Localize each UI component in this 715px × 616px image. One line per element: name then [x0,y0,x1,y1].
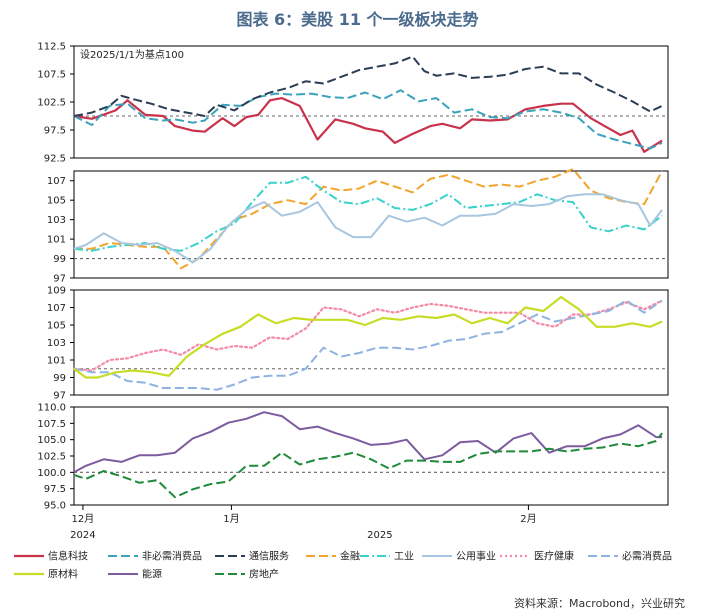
legend-item-必需消费品: 必需消费品 [588,550,672,563]
legend-item-通信服务: 通信服务 [215,550,289,563]
figure-title: 图表 6：美股 11 个一级板块走势 [236,10,479,29]
panel-2: 97 99 101 103 105 107 [47,168,669,285]
legend-label: 能源 [142,568,162,581]
series-line-金融 [74,168,663,270]
chart-note: 设2025/1/1为基点100 [80,48,184,61]
panel-4: 95.0 97.5 100.0 102.5 105.0 107.5 110.0 [37,403,669,512]
legend-item-工业: 工业 [360,551,414,563]
y-tick-label: 101 [47,235,66,246]
panel-frame [73,45,669,159]
y-tick-label: 109 [47,286,66,297]
legend-label: 信息科技 [48,550,88,563]
x-year-label: 2024 [70,530,95,541]
y-tick-label: 100.0 [37,468,66,479]
legend-label: 原材料 [48,568,78,581]
panel-frame [73,289,669,396]
series-line-公用事业 [73,193,663,264]
legend-item-公用事业: 公用事业 [422,550,496,563]
y-tick-label: 107.5 [37,70,66,81]
series-line-房地产 [73,432,663,499]
series-line-必需消费品 [73,299,663,391]
y-tick-label: 103 [47,215,66,226]
y-tick-label: 99 [53,254,66,265]
x-year-label: 2025 [367,530,392,541]
y-tick-label: 99 [53,373,66,384]
series-line-能源 [73,411,663,474]
series-line-工业 [73,175,663,252]
series-line-原材料 [73,295,663,379]
y-tick-label: 97 [53,274,66,285]
y-tick-label: 102.5 [37,452,66,463]
panel-frame [73,170,669,279]
x-tick-label: 2月 [520,513,536,525]
y-tick-label: 107.5 [37,419,66,430]
y-tick-label: 103 [47,338,66,349]
legend-item-医疗健康: 医疗健康 [500,550,574,563]
series-line-信息科技 [73,96,663,153]
legend-label: 非必需消费品 [142,550,202,563]
legend-label: 必需消费品 [622,550,672,563]
y-tick-label: 105 [47,321,66,332]
y-tick-label: 92.5 [44,154,66,165]
panel-1: 92.5 97.5 102.5 107.5 112.5 设2025/1/1为基点100 [37,42,669,165]
y-tick-label: 107 [47,176,66,187]
legend-label: 工业 [394,551,414,563]
y-tick-label: 101 [47,356,66,367]
legend-item-原材料: 原材料 [14,568,78,581]
y-tick-label: 110.0 [37,403,66,414]
legend-label: 公用事业 [456,550,496,563]
legend-label: 房地产 [249,568,279,581]
y-tick-label: 112.5 [37,42,66,53]
y-tick-label: 95.0 [44,501,66,512]
legend-label: 金融 [340,550,360,563]
legend-item-金融: 金融 [306,550,360,563]
y-tick-label: 105 [47,196,66,207]
series-line-医疗健康 [72,299,664,372]
y-tick-label: 105.0 [37,435,66,446]
legend-item-房地产: 房地产 [215,568,279,581]
legend-item-非必需消费品: 非必需消费品 [108,550,202,563]
x-tick-label: 12月 [72,513,95,525]
source-note: 资料来源：Macrobond，兴业研究 [514,597,685,610]
legend-label: 通信服务 [249,550,289,563]
y-tick-label: 97.5 [44,126,66,137]
y-tick-label: 102.5 [37,98,66,109]
series-line-非必需消费品 [73,89,663,150]
legend-label: 医疗健康 [534,550,574,563]
legend-item-能源: 能源 [108,568,162,581]
panel-frame [73,406,669,506]
y-tick-label: 97.5 [44,484,66,495]
y-tick-label: 107 [47,303,66,314]
panel-3: 97 99 101 103 105 107 109 [47,286,669,402]
x-tick-label: 1月 [223,513,239,525]
y-tick-label: 97 [53,391,66,402]
series-line-通信服务 [73,55,663,117]
legend-item-信息科技: 信息科技 [14,550,88,563]
